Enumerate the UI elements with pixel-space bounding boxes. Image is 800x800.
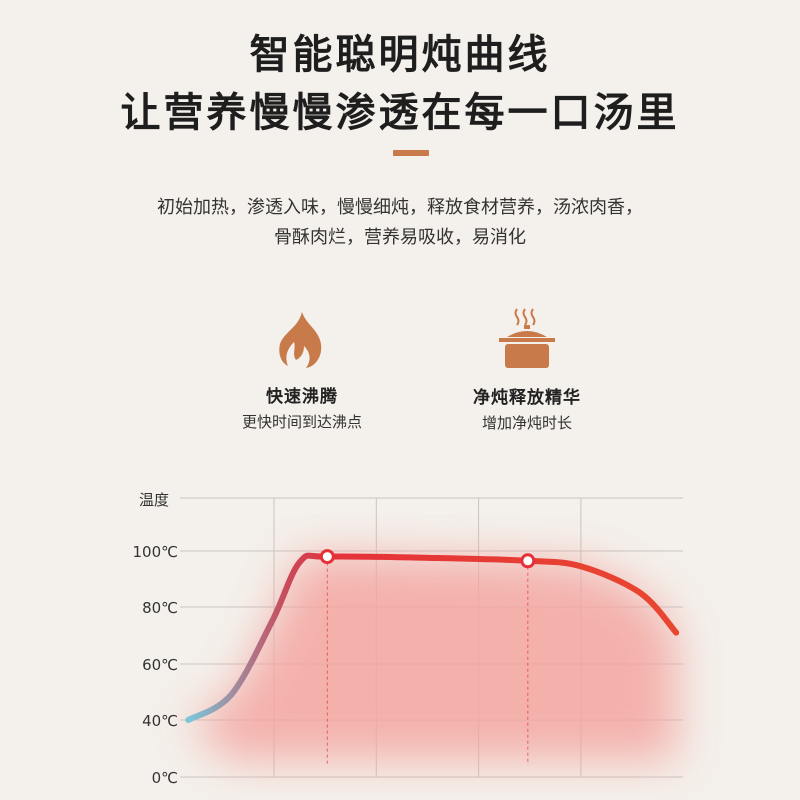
y-tick-label: 40℃ [142, 712, 178, 730]
feature-title: 快速沸腾 [266, 387, 338, 407]
feature-subtitle: 更快时间到达沸点 [241, 413, 362, 431]
temperature-curve [185, 552, 680, 723]
curve-marker [319, 549, 335, 565]
y-tick-label: 100℃ [133, 543, 178, 561]
y-tick-label: 60℃ [142, 656, 178, 674]
title-line-1: 智能聪明炖曲线 [249, 32, 551, 78]
feature-subtitle: 增加净炖时长 [481, 414, 572, 432]
flame-icon [279, 312, 322, 368]
curve-marker [520, 553, 536, 569]
feature-fast-boil: 快速沸腾 更快时间到达沸点 [202, 310, 402, 432]
feature-pure-stew: 净炖释放精华 增加净炖时长 [427, 305, 627, 433]
feature-title: 净炖释放精华 [473, 388, 581, 408]
area-fill [188, 555, 677, 760]
accent-divider [393, 150, 429, 156]
y-axis-title: 温度 [139, 491, 169, 509]
y-tick-label: 0℃ [152, 769, 178, 787]
description-line-2: 骨酥肉烂，营养易吸收，易消化 [274, 227, 526, 248]
title-line-2: 让营养慢慢渗透在每一口汤里 [120, 90, 680, 136]
description-line-1: 初始加热，渗透入味，慢慢细炖，释放食材营养，汤浓肉香， [157, 197, 643, 218]
y-tick-label: 80℃ [142, 599, 178, 617]
steaming-pot-icon [499, 308, 555, 368]
